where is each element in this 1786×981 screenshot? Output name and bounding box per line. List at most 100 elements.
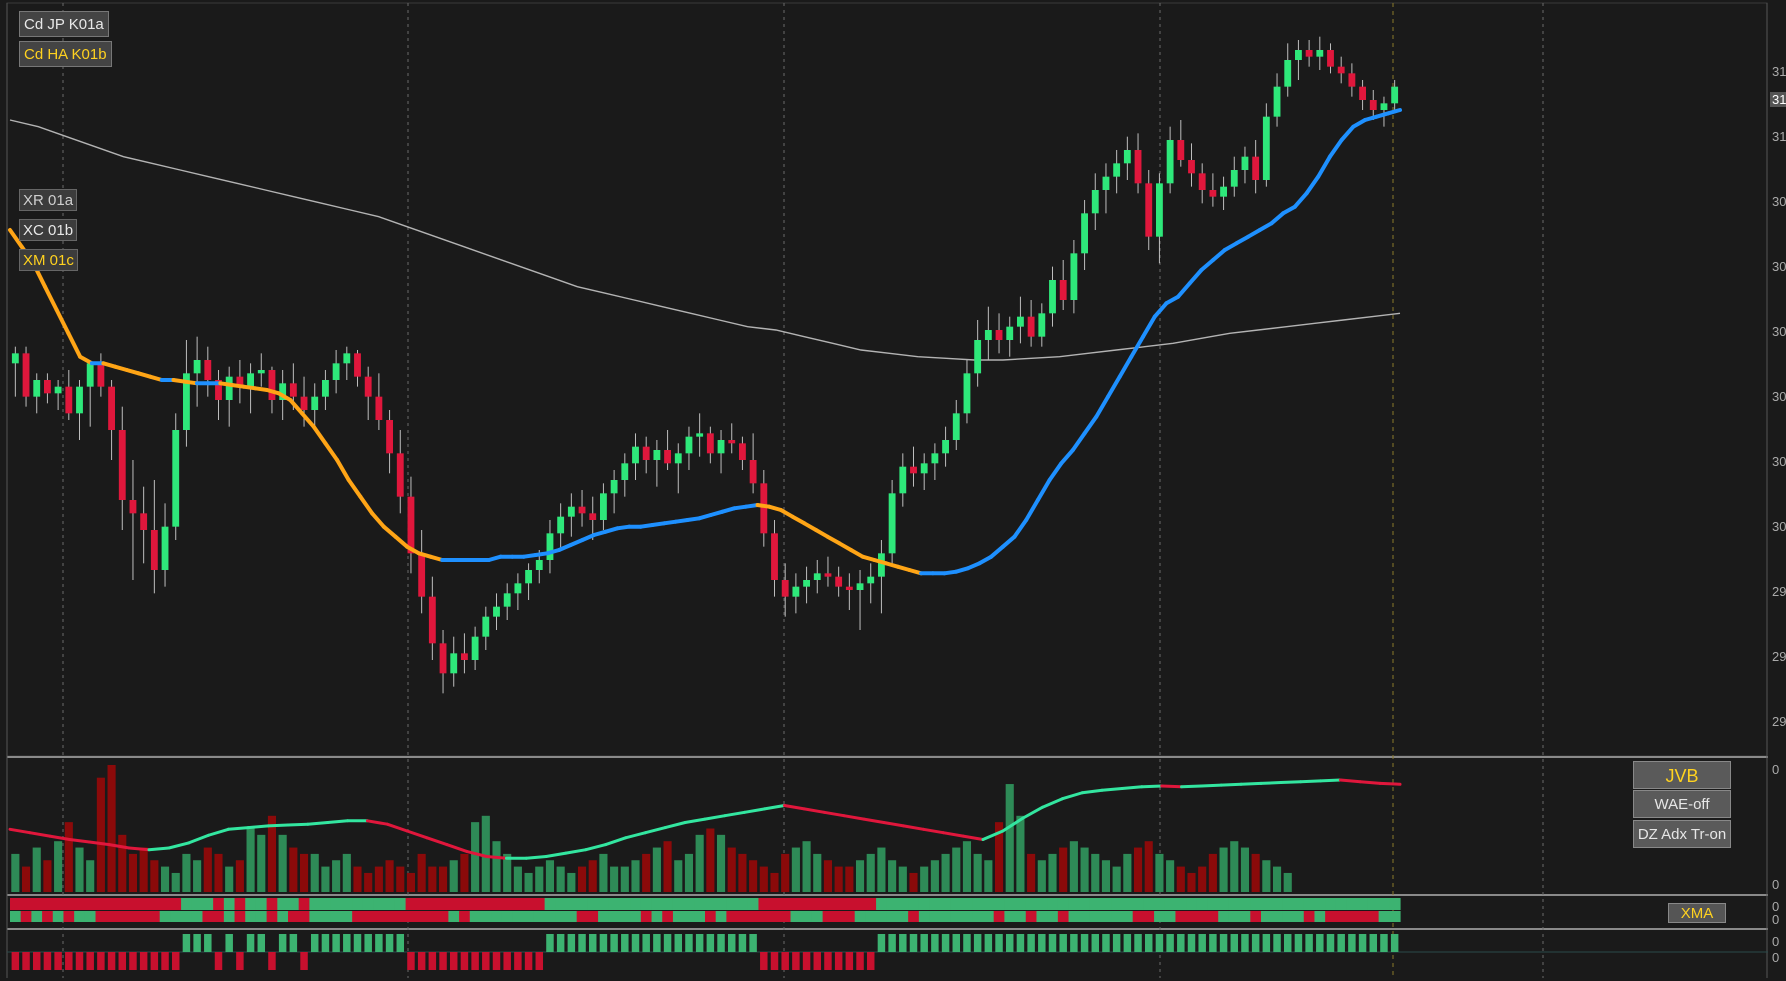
candle-body (567, 506, 575, 517)
legend-cd-ha[interactable]: Cd HA K01b (19, 41, 112, 67)
jvb-button[interactable]: JVB (1633, 761, 1731, 789)
fast-ma-segment (288, 398, 304, 416)
strip1-cell (149, 898, 161, 910)
fast-ma-segment (1047, 461, 1064, 482)
strip2-bar (171, 952, 180, 970)
strip2-bar (1348, 934, 1356, 952)
strip-tick: 0 (1772, 950, 1780, 965)
legend-cd-jp[interactable]: Cd JP K01a (19, 11, 109, 37)
volume-bar (1240, 847, 1250, 892)
strip1-cell (1325, 898, 1337, 910)
strip1-cell (427, 898, 439, 910)
strip1-cell (940, 898, 952, 910)
candle-body (781, 580, 789, 597)
strip1-cell (983, 898, 995, 910)
oscillator-segment (1259, 781, 1283, 785)
legend-xr[interactable]: XR 01a (19, 189, 78, 211)
strip2-bar (182, 934, 191, 952)
volume-bar (417, 853, 426, 892)
strip2-bar (695, 934, 704, 952)
volume-bar (128, 853, 138, 892)
volume-bar (599, 853, 608, 892)
strip2-bar (65, 952, 73, 970)
legend-xc[interactable]: XC 01b (19, 219, 78, 241)
strip1-cell (940, 911, 952, 922)
candle-body (535, 560, 543, 570)
candle-body (878, 553, 885, 577)
candle-body (1305, 50, 1313, 57)
strip2-bar (770, 952, 779, 970)
fast-ma-segment (335, 458, 351, 482)
strip1-cell (566, 911, 578, 922)
strip2-bar (321, 934, 330, 952)
strip2-bar (492, 952, 501, 970)
candle-body (888, 493, 896, 554)
volume-bar (21, 866, 31, 892)
fast-ma-segment (790, 514, 807, 526)
candle-body (300, 396, 308, 410)
dz-adx-button[interactable]: DZ Adx Tr-on (1633, 820, 1731, 848)
strip2-bar (685, 934, 693, 952)
strip1-cell (619, 911, 631, 922)
strip2-bar (984, 934, 993, 952)
volume-bar (855, 860, 865, 892)
candle-body (1123, 150, 1131, 164)
strip1-cell (544, 911, 556, 922)
oscillator-segment (1338, 778, 1362, 784)
wae-button[interactable]: WAE-off (1633, 790, 1731, 818)
fast-ma-segment (1094, 394, 1110, 419)
oscillator-segment (246, 824, 270, 830)
strip1-cell (298, 898, 310, 910)
strip2-bar (1070, 934, 1078, 952)
fast-ma-segment (381, 524, 398, 539)
strip1-cell (341, 898, 353, 910)
strip1-cell (1207, 911, 1219, 922)
strip1-cell (298, 911, 310, 922)
candle-body (140, 513, 148, 530)
strip1-cell (394, 911, 407, 922)
strip2-bar (1166, 934, 1174, 952)
strip1-cell (1036, 911, 1048, 922)
strip2-bar (482, 952, 490, 970)
oscillator-segment (326, 819, 350, 824)
strip1-cell (288, 898, 300, 910)
fast-ma-segment (767, 504, 783, 512)
strip1-cell (469, 911, 482, 922)
strip2-bar (1059, 934, 1067, 952)
strip1-cell (1303, 898, 1316, 910)
legend-xm[interactable]: XM 01c (19, 249, 78, 271)
candle-body (1059, 280, 1067, 300)
price-tick: 30 (1772, 454, 1786, 469)
candle-body (129, 500, 137, 514)
strip1-cell (886, 911, 899, 922)
strip1-cell (790, 898, 802, 910)
candle-body (1134, 150, 1142, 184)
strip2-bar (1241, 934, 1249, 952)
strip1-cell (1015, 911, 1027, 922)
strip2-bar (460, 952, 469, 970)
strip1-cell (1250, 898, 1262, 910)
strip1-cell (844, 898, 856, 910)
strip1-cell (662, 911, 674, 922)
xma-button[interactable]: XMA (1668, 903, 1726, 923)
strip1-cell (138, 898, 150, 910)
candle-body (578, 506, 586, 514)
oscillator-segment (1180, 784, 1203, 789)
candle-body (289, 383, 297, 397)
strip1-cell (1261, 911, 1273, 922)
oscillator-segment (842, 814, 866, 821)
strip1-cell (1143, 911, 1155, 922)
strip1-cell (1367, 898, 1380, 910)
fast-ma-segment (1211, 248, 1227, 262)
strip1-cell (950, 911, 963, 922)
oscillator-segment (564, 848, 588, 855)
candle-body (1273, 86, 1281, 117)
volume-bar (813, 853, 822, 892)
strip1-cell (1228, 911, 1241, 922)
strip1-cell (202, 898, 214, 910)
candle-body (279, 383, 287, 400)
strip2-bar (300, 952, 308, 970)
strip1-cell (223, 911, 236, 922)
volume-bar (1187, 872, 1196, 892)
strip2-bar (1358, 934, 1367, 952)
